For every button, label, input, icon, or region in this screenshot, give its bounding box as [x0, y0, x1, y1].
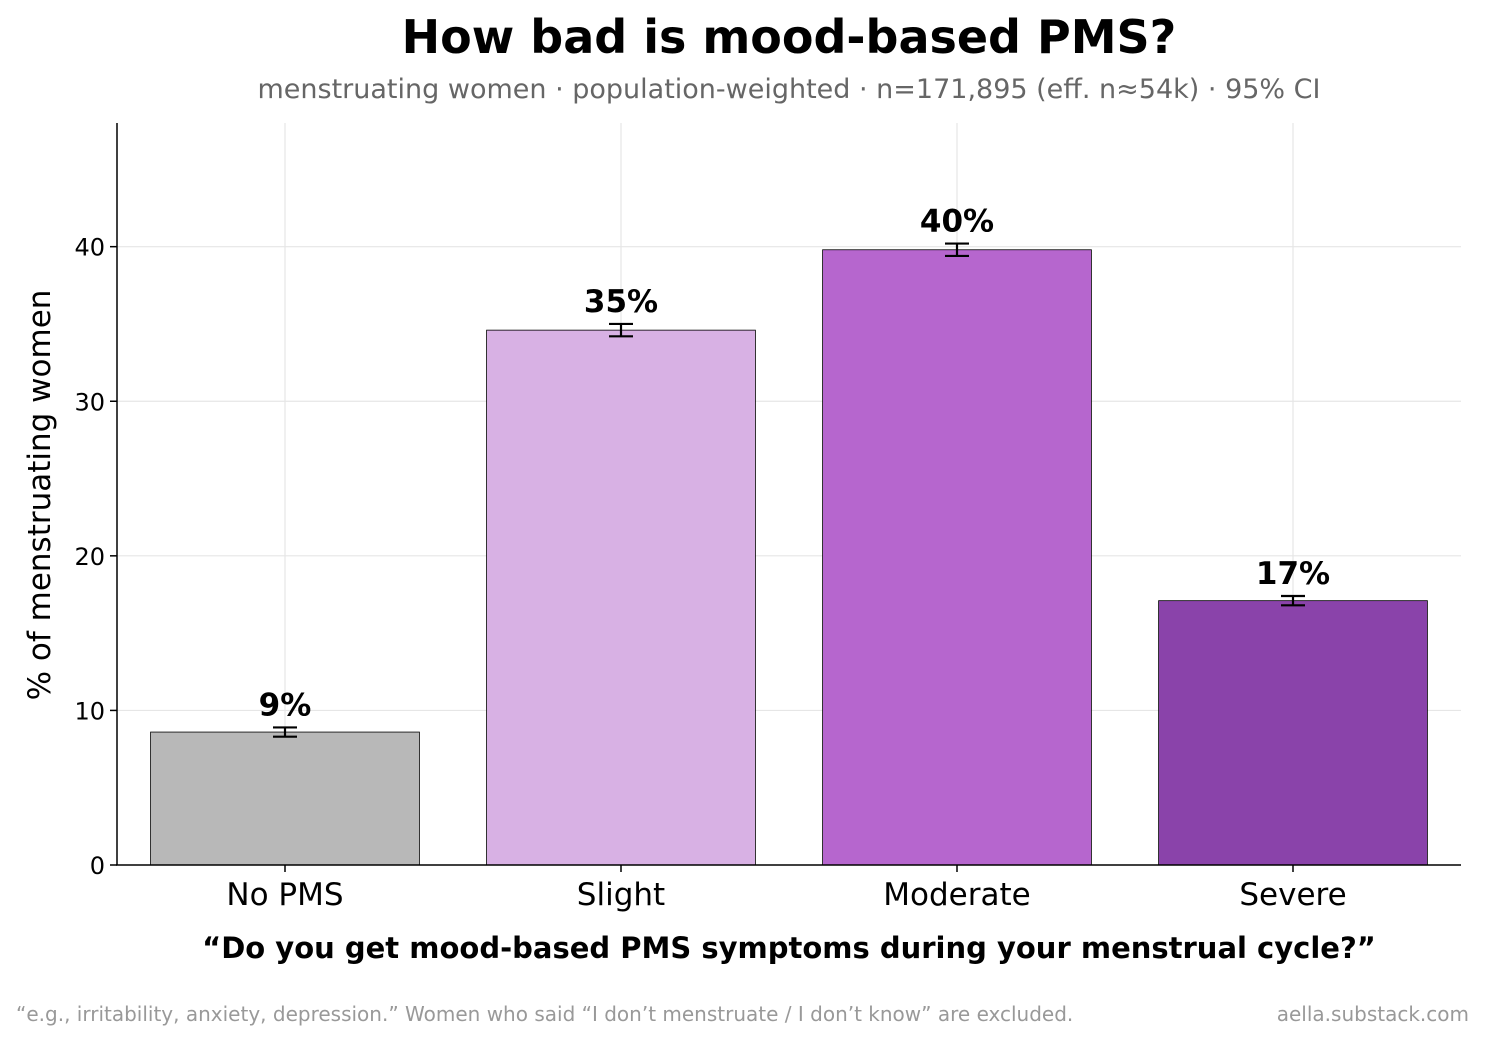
- y-axis-label: % of menstruating women: [22, 290, 58, 701]
- chart-title: How bad is mood-based PMS?: [402, 10, 1177, 64]
- x-tick-label: Moderate: [883, 877, 1030, 913]
- source-credit: aella.substack.com: [1277, 1002, 1469, 1026]
- x-axis-label: “Do you get mood-based PMS symptoms duri…: [202, 931, 1376, 965]
- data-label: 35%: [584, 284, 658, 320]
- labels: 9% 35% 40% 17% 0 10 20 30 40 No PMS Slight Moderate…: [74, 204, 1346, 913]
- bar-moderate: [822, 249, 1092, 866]
- data-label: 9%: [259, 687, 312, 723]
- data-label: 40%: [920, 204, 994, 240]
- y-tick-label: 30: [74, 388, 105, 416]
- axes: [110, 123, 1461, 872]
- bars: [150, 242, 1428, 866]
- data-label: 17%: [1256, 556, 1330, 592]
- x-tick-label: No PMS: [226, 877, 343, 913]
- y-tick-label: 10: [74, 697, 105, 725]
- y-tick-label: 40: [74, 234, 105, 262]
- bar-slight: [486, 329, 756, 866]
- chart-subtitle: menstruating women · population-weighted…: [258, 74, 1321, 105]
- y-tick-label: 0: [90, 852, 105, 880]
- bar-severe: [1158, 600, 1428, 866]
- x-tick-label: Slight: [577, 877, 665, 913]
- bar-no-pms: [150, 731, 420, 866]
- y-tick-label: 20: [74, 543, 105, 571]
- footnote: “e.g., irritability, anxiety, depression…: [16, 1002, 1073, 1026]
- x-tick-label: Severe: [1239, 877, 1346, 913]
